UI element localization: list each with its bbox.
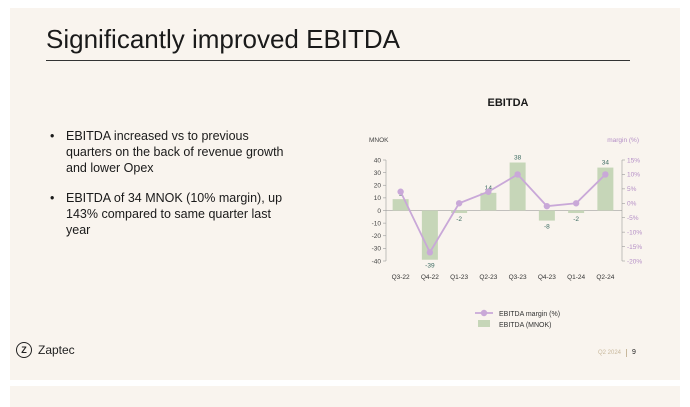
bar: [509, 162, 526, 211]
bar-value-label: -2: [573, 216, 579, 223]
bar-value-label: -39: [425, 263, 435, 270]
y-tick-label: 30: [374, 170, 382, 177]
x-tick-label: Q2-24: [596, 274, 614, 281]
bar-value-label: -8: [544, 224, 550, 231]
bar: [451, 210, 468, 214]
y2-tick-label: -15%: [627, 244, 642, 251]
y-axis-label: MNOK: [369, 137, 389, 144]
y2-tick-label: -5%: [627, 215, 639, 222]
y-tick-label: -40: [372, 258, 382, 265]
legend-label: EBITDA (MNOK): [499, 322, 552, 329]
y-tick-label: -10: [372, 220, 382, 227]
bar: [538, 210, 555, 221]
y-tick-label: 10: [374, 195, 382, 202]
x-tick-label: Q1-24: [567, 274, 585, 281]
bullet-dot-icon: •: [50, 191, 55, 205]
bar: [480, 192, 497, 211]
y-tick-label: 20: [374, 183, 382, 190]
margin-point: [455, 200, 463, 207]
y2-tick-label: -20%: [627, 258, 642, 265]
next-slide-strip: [10, 386, 680, 407]
y-tick-label: -20: [372, 233, 382, 240]
margin-point: [602, 171, 609, 178]
bullet-item: • EBITDA of 34 MNOK (10% margin), up 143…: [48, 190, 288, 238]
chart-title: EBITDA: [488, 97, 529, 109]
y2-tick-label: 15%: [627, 157, 640, 164]
y2-tick-label: 0%: [627, 201, 637, 208]
bar-value-label: -2: [456, 216, 462, 223]
bar-value-label: 14: [485, 185, 493, 192]
bar: [568, 210, 585, 214]
margin-point: [543, 202, 551, 210]
margin-point: [397, 188, 404, 195]
margin-point: [485, 188, 492, 195]
legend-line-marker: [480, 309, 488, 317]
x-tick-label: Q2-23: [479, 274, 497, 281]
brand-name: Zaptec: [38, 343, 75, 357]
y2-tick-label: -10%: [627, 229, 642, 236]
x-tick-label: Q4-22: [421, 274, 439, 281]
footer-quarter: Q2 2024: [598, 350, 622, 356]
margin-point: [514, 171, 521, 178]
y2-tick-label: 10%: [627, 172, 640, 179]
margin-line: [399, 173, 607, 255]
x-tick-label: Q4-23: [538, 274, 556, 281]
y2-tick-label: 5%: [627, 186, 637, 193]
title-divider: [46, 60, 630, 61]
page-title: Significantly improved EBITDA: [46, 24, 401, 54]
zaptec-logo: Z Zaptec: [16, 340, 75, 360]
y2-axis-label: margin (%): [607, 137, 639, 144]
bar: [421, 210, 438, 260]
x-tick-label: Q3-23: [509, 274, 527, 281]
bar-value-label: 38: [514, 155, 522, 162]
footer-separator: [626, 349, 627, 357]
y-tick-label: 40: [374, 157, 382, 164]
bullet-dot-icon: •: [50, 129, 55, 143]
bullet-text: EBITDA of 34 MNOK (10% margin), up 143% …: [66, 191, 283, 237]
page-number: 9: [632, 349, 636, 356]
slide: [10, 8, 680, 380]
zaptec-logo-icon: Z: [16, 342, 32, 358]
bar-value-label: 34: [602, 160, 610, 167]
y-tick-label: -30: [372, 246, 382, 253]
margin-point: [572, 200, 580, 207]
legend-bar-swatch: [478, 320, 490, 327]
y-tick-label: 0: [377, 208, 381, 215]
bullet-item: • EBITDA increased vs to previous quarte…: [48, 128, 288, 176]
x-tick-label: Q1-23: [450, 274, 468, 281]
legend-label: EBITDA margin (%): [499, 311, 560, 318]
bar: [392, 199, 409, 211]
margin-point: [426, 249, 434, 256]
bullet-text: EBITDA increased vs to previous quarters…: [66, 129, 284, 175]
bullet-list: • EBITDA increased vs to previous quarte…: [48, 128, 288, 252]
x-tick-label: Q3-22: [392, 274, 410, 281]
